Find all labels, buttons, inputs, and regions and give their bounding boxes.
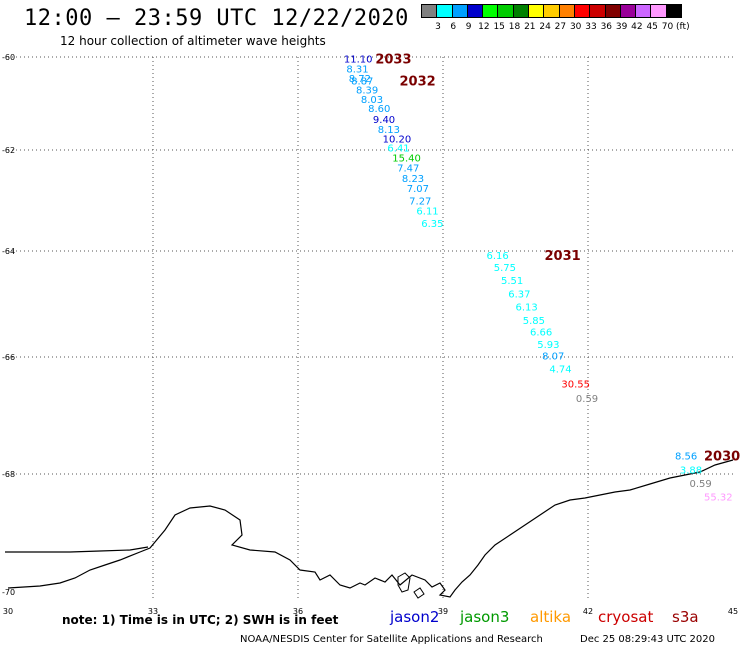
x-tick-label: 33 xyxy=(148,607,158,616)
pass-time-label: 2032 xyxy=(400,74,436,89)
y-tick-label: -70 xyxy=(2,588,15,597)
wave-height-value: 5.75 xyxy=(494,263,516,274)
y-tick-label: -66 xyxy=(2,353,15,362)
wave-height-value: 8.07 xyxy=(542,351,564,362)
wave-height-value: 8.87 xyxy=(351,76,373,87)
wave-height-value: 6.41 xyxy=(387,144,409,155)
legend-label: 30 xyxy=(569,22,582,32)
legend-label: 6 xyxy=(450,22,457,32)
y-tick-label: -60 xyxy=(2,53,15,62)
legend-label: 18 xyxy=(508,22,521,32)
pass-time-label: 2033 xyxy=(375,52,411,67)
legend-label: 9 xyxy=(465,22,472,32)
legend-label: 27 xyxy=(554,22,567,32)
wave-height-value: 8.39 xyxy=(356,86,378,97)
satellite-label-jason2: jason2 xyxy=(390,608,440,626)
pass-labels: 2033 2032 2031 2030 xyxy=(375,52,740,464)
legend-label: 21 xyxy=(524,22,536,32)
wave-height-value: 7.47 xyxy=(397,164,419,175)
color-legend xyxy=(421,4,683,18)
wave-height-value: 8.13 xyxy=(378,125,400,136)
legend-label: 12 xyxy=(478,22,490,32)
wave-height-value: 55.32 xyxy=(704,492,733,503)
legend-label: 45 xyxy=(646,22,658,32)
wave-height-value: 4.74 xyxy=(549,365,571,376)
x-tick-label: 39 xyxy=(438,607,448,616)
legend-label: 15 xyxy=(493,22,505,32)
legend-label: 42 xyxy=(631,22,643,32)
wave-height-value: 8.60 xyxy=(368,104,390,115)
wave-height-value: 8.72 xyxy=(349,74,371,85)
wave-height-value: 5.93 xyxy=(537,340,559,351)
page-title: 12:00 – 23:59 UTC 12/22/2020 xyxy=(24,6,409,31)
wave-height-value: 0.59 xyxy=(690,479,712,490)
legend-swatch xyxy=(665,4,683,18)
credit-text: NOAA/NESDIS Center for Satellite Applica… xyxy=(240,634,543,645)
wave-height-value: 8.31 xyxy=(346,65,368,76)
legend-label: 33 xyxy=(585,22,597,32)
coastline-island xyxy=(413,587,425,599)
wave-height-value: 6.66 xyxy=(530,328,552,339)
satellite-label-altika: altika xyxy=(530,608,572,626)
wave-height-value: 6.11 xyxy=(416,207,438,218)
y-tick-label: -62 xyxy=(2,146,15,155)
wave-height-value: 6.16 xyxy=(487,251,509,262)
coastline xyxy=(7,459,734,598)
wave-height-value: 8.56 xyxy=(675,451,697,462)
pass-time-label: 2030 xyxy=(704,449,740,464)
coastline-inlet xyxy=(5,546,149,553)
coastline-island xyxy=(397,572,411,593)
x-tick-label: 30 xyxy=(3,607,13,616)
wave-height-value: 11.10 xyxy=(344,54,373,65)
y-tick-label: -68 xyxy=(2,470,15,479)
wave-height-value: 3.88 xyxy=(680,465,702,476)
y-tick-label: -64 xyxy=(2,247,15,256)
legend-unit: (ft) xyxy=(676,22,690,32)
map-grid xyxy=(8,56,733,600)
wave-height-value: 0.59 xyxy=(576,394,598,405)
wave-height-value: 8.23 xyxy=(402,174,424,185)
wave-height-value: 30.55 xyxy=(561,379,590,390)
satellite-label-s3a: s3a xyxy=(672,608,699,626)
x-tick-label: 36 xyxy=(293,607,303,616)
legend-label: 24 xyxy=(539,22,551,32)
wave-height-value: 6.37 xyxy=(508,289,530,300)
wave-height-value: 7.27 xyxy=(409,197,431,208)
wave-height-value: 5.51 xyxy=(501,276,523,287)
legend-label: 3 xyxy=(435,22,441,32)
wave-height-value: 9.40 xyxy=(373,115,395,126)
legend-label: 70 xyxy=(661,22,674,32)
wave-height-value: 6.13 xyxy=(516,303,538,314)
wave-height-value: 6.35 xyxy=(421,219,443,230)
axis-tick-labels: 30 33 36 39 42 45 -60 -62 -64 -66 -68 -70 xyxy=(2,53,738,616)
wave-height-value: 5.85 xyxy=(523,316,545,327)
page-subtitle: 12 hour collection of altimeter wave hei… xyxy=(60,34,326,48)
wave-height-observations: 11.108.318.728.878.398.038.609.408.1310.… xyxy=(344,54,733,503)
x-tick-label: 45 xyxy=(728,607,738,616)
x-tick-label: 42 xyxy=(583,607,593,616)
legend-label: 39 xyxy=(615,22,628,32)
legend-label: 36 xyxy=(600,22,613,32)
satellite-label-jason3: jason3 xyxy=(460,608,510,626)
wave-height-value: 8.03 xyxy=(361,95,383,106)
timestamp: Dec 25 08:29:43 UTC 2020 xyxy=(580,634,715,645)
footnote: note: 1) Time is in UTC; 2) SWH is in fe… xyxy=(62,613,339,627)
wave-height-value: 15.40 xyxy=(392,154,421,165)
wave-height-value: 7.07 xyxy=(407,184,429,195)
satellite-label-cryosat: cryosat xyxy=(598,608,654,626)
wave-height-value: 10.20 xyxy=(383,134,412,145)
pass-time-label: 2031 xyxy=(545,249,581,264)
